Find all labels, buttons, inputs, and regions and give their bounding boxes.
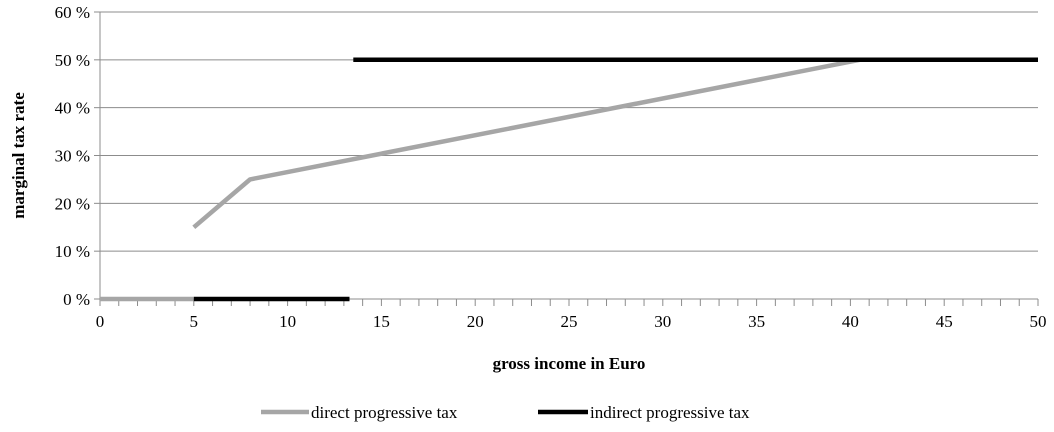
x-tick-label: 10 <box>279 312 296 331</box>
series-indirect-progressive-tax <box>193 57 1038 302</box>
x-tick-label: 35 <box>748 312 765 331</box>
axes <box>94 11 1039 306</box>
legend-label: direct progressive tax <box>311 403 458 422</box>
legend-label: indirect progressive tax <box>590 403 750 422</box>
y-tick-label: 30 % <box>55 147 90 166</box>
x-tick-label: 50 <box>1030 312 1047 331</box>
x-tick-label: 25 <box>561 312 578 331</box>
series-line <box>192 57 1038 230</box>
y-tick-label: 60 % <box>55 3 90 22</box>
y-tick-labels: 0 % 10 % 20 % 30 % 40 % 50 % 60 % <box>55 3 90 309</box>
legend-item: direct progressive tax <box>261 403 458 422</box>
x-tick-label: 20 <box>467 312 484 331</box>
y-axis-title: marginal tax rate <box>9 92 28 219</box>
gridlines <box>100 11 1038 252</box>
legend-item: indirect progressive tax <box>538 403 750 422</box>
x-tick-label: 0 <box>96 312 105 331</box>
x-axis-title: gross income in Euro <box>493 354 646 373</box>
y-tick-label: 0 % <box>63 290 90 309</box>
x-tick-label: 40 <box>842 312 859 331</box>
legend: direct progressive tax indirect progressi… <box>261 403 750 422</box>
series-layer <box>100 57 1038 302</box>
y-tick-label: 50 % <box>55 51 90 70</box>
y-tick-label: 40 % <box>55 99 90 118</box>
x-tick-label: 15 <box>373 312 390 331</box>
series-direct-progressive-tax <box>100 57 1038 302</box>
y-tick-label: 10 % <box>55 242 90 261</box>
x-tick-label: 5 <box>190 312 199 331</box>
x-tick-label: 30 <box>654 312 671 331</box>
x-tick-label: 45 <box>936 312 953 331</box>
y-tick-label: 20 % <box>55 194 90 213</box>
x-tick-labels: 0 5 10 15 20 25 30 35 40 45 50 <box>96 312 1047 331</box>
